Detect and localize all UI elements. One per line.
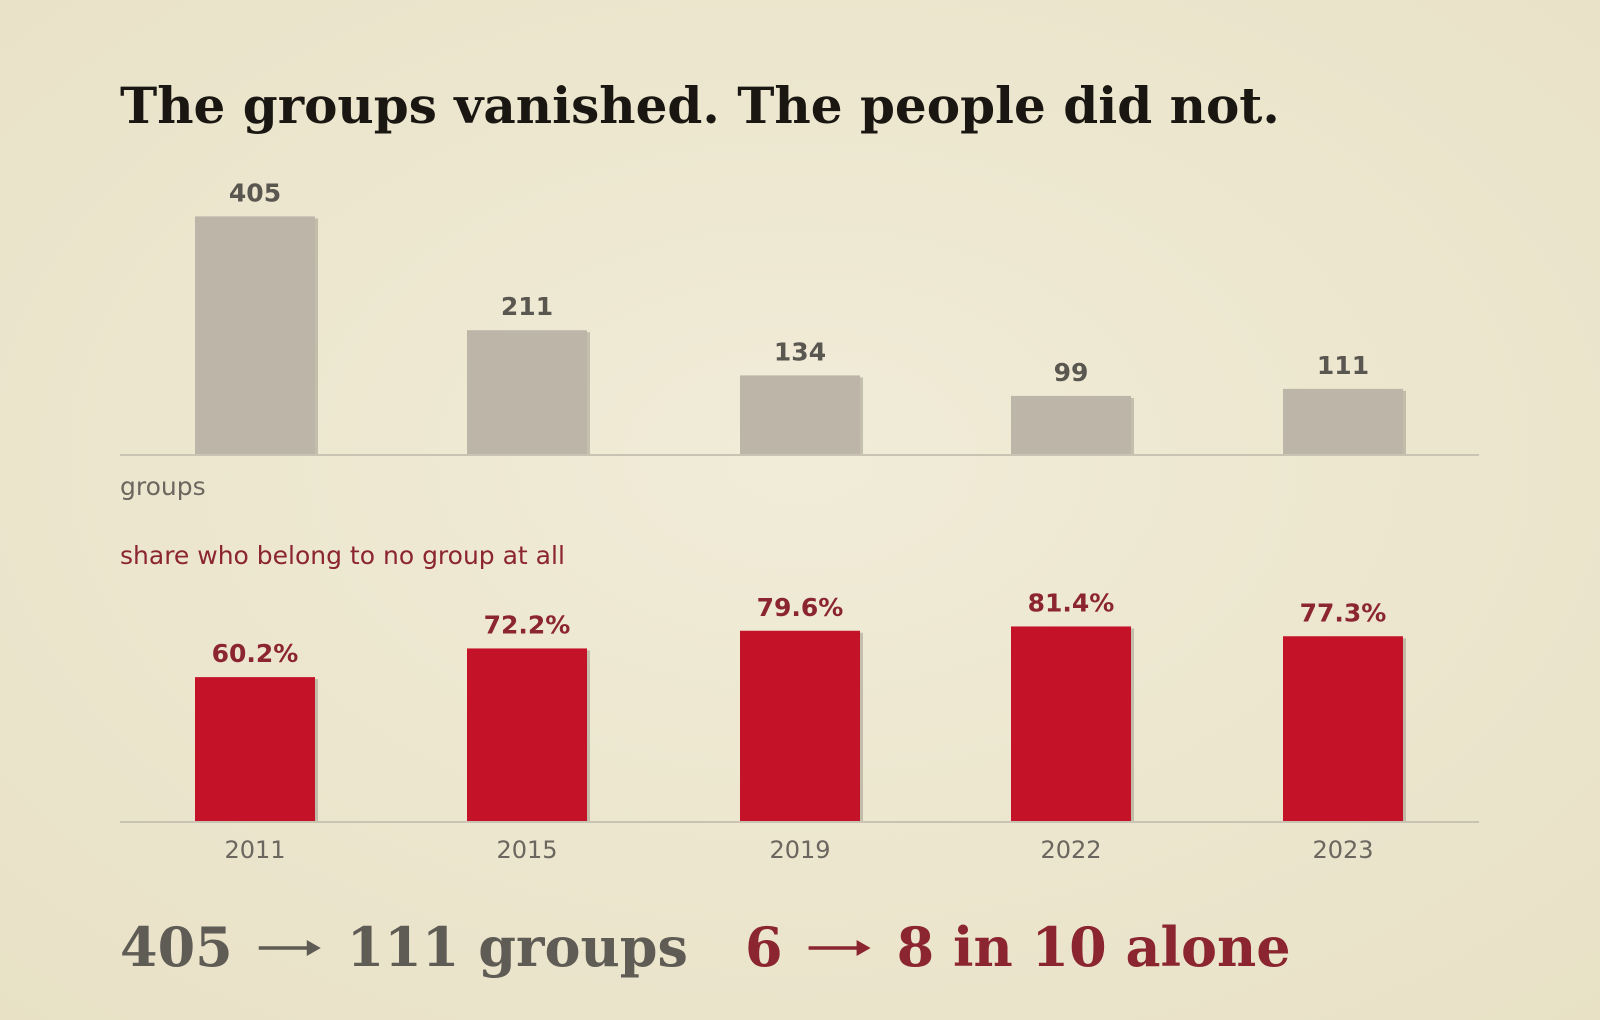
x-tick-label: 2023 — [1312, 836, 1373, 864]
value-label: 79.6% — [757, 593, 844, 622]
value-label: 405 — [229, 178, 281, 207]
bar — [1011, 626, 1131, 821]
title: The groups vanished. The people did not. — [120, 76, 1280, 135]
bar — [1283, 636, 1403, 821]
footer-to: 8 in 10 alone — [897, 915, 1291, 979]
value-label: 77.3% — [1300, 598, 1387, 627]
bar — [195, 216, 315, 454]
arrow-head — [856, 940, 871, 956]
bar — [1283, 388, 1403, 454]
value-label: 72.2% — [484, 610, 571, 639]
value-label: 111 — [1317, 351, 1369, 380]
footer-from: 6 — [745, 915, 783, 979]
bar — [740, 375, 860, 454]
bar — [195, 677, 315, 821]
value-label: 60.2% — [212, 639, 299, 668]
x-tick-label: 2011 — [224, 836, 285, 864]
footer-from: 405 — [120, 915, 233, 979]
arrow-head — [306, 940, 321, 956]
value-label: 134 — [774, 337, 826, 366]
value-label: 81.4% — [1028, 588, 1115, 617]
x-tick-label: 2022 — [1040, 836, 1101, 864]
value-label: 211 — [501, 292, 553, 321]
x-tick-label: 2019 — [769, 836, 830, 864]
x-tick-label: 2015 — [496, 836, 557, 864]
bar — [1011, 395, 1131, 454]
bar — [467, 330, 587, 454]
bar — [740, 630, 860, 821]
footer-to: 111 groups — [347, 915, 688, 979]
value-label: 99 — [1054, 358, 1089, 387]
bar — [467, 648, 587, 821]
subtitle: share who belong to no group at all — [120, 541, 565, 570]
axis-label: groups — [120, 472, 206, 501]
